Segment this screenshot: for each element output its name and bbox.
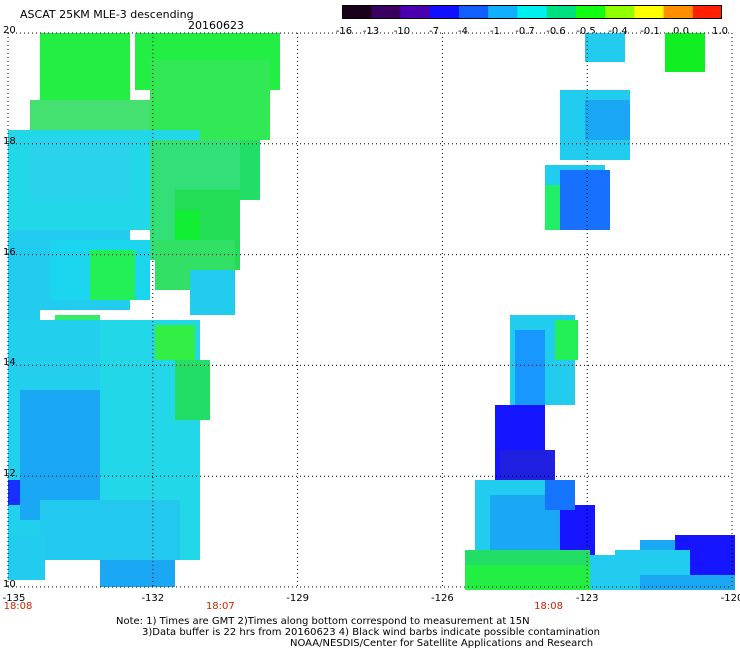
- data-swath-patch: [555, 320, 578, 360]
- data-swath-patch: [30, 140, 130, 200]
- lon-tick-label: -135: [2, 593, 26, 604]
- lon-tick-label: -129: [286, 593, 309, 604]
- color-bar: [342, 5, 722, 19]
- color-bar-segment: [517, 5, 548, 19]
- color-bar-labels: -16 -13 -10 -7 -4 -1 -0.7 -0.6 -0.5 -0.4 -0.1 0.0 1.…: [330, 26, 734, 40]
- lon-tick-label: -132: [141, 593, 165, 604]
- data-swath-patch: [8, 480, 20, 505]
- color-bar-label: -10: [393, 26, 411, 37]
- data-swath-patch: [545, 185, 560, 230]
- data-swath-patch: [665, 33, 705, 72]
- lon-tick-label: -123: [575, 593, 599, 604]
- lat-tick-label: 14: [3, 357, 16, 369]
- color-bar-label: -0.6: [546, 26, 566, 37]
- color-bar-segment: [605, 5, 635, 19]
- color-bar-label: -0.4: [608, 26, 628, 37]
- lon-tick-label: -120: [720, 593, 740, 604]
- data-swath-patch: [190, 270, 235, 315]
- color-bar-label: -7: [429, 26, 439, 37]
- data-swath-patch: [560, 170, 610, 230]
- data-swath-patch: [175, 360, 210, 420]
- color-bar-label: -0.5: [576, 26, 596, 37]
- color-bar-segment: [663, 5, 694, 19]
- lat-tick-label: 10: [3, 579, 16, 590]
- data-swath-patch: [8, 535, 45, 580]
- map-date: 20160623: [188, 19, 244, 32]
- color-bar-segment: [342, 5, 372, 19]
- data-swath-patch: [545, 480, 575, 510]
- data-swath-patch: [90, 250, 135, 300]
- color-bar-label: -13: [362, 26, 380, 37]
- lat-tick-label: 16: [3, 246, 16, 258]
- note-line-2: 3)Data buffer is 22 hrs from 20160623 4)…: [142, 627, 600, 638]
- lat-tick-label: 18: [3, 135, 16, 147]
- note-line-3: NOAA/NESDIS/Center for Satellite Applica…: [290, 638, 594, 649]
- data-swath-patch: [585, 100, 630, 140]
- color-bar-segment: [692, 5, 722, 19]
- color-bar-segment: [429, 5, 460, 19]
- map-title: ASCAT 25KM MLE-3 descending: [20, 8, 194, 21]
- color-bar-segment: [371, 5, 401, 19]
- data-swath-patch: [100, 560, 175, 587]
- data-swath-patch: [40, 500, 180, 560]
- data-swath-patch: [175, 210, 200, 240]
- data-swath-patch: [515, 330, 545, 405]
- color-bar-segment: [488, 5, 518, 19]
- color-bar-segment: [546, 5, 577, 19]
- data-swath-patch: [155, 325, 195, 360]
- time-label: 18:07: [205, 601, 235, 612]
- lat-tick-label: 20: [3, 25, 16, 36]
- time-label: 18:08: [534, 601, 563, 612]
- lon-tick-label: -126: [431, 593, 454, 604]
- color-bar-label: 1.0: [712, 26, 728, 37]
- data-swath-patch: [585, 33, 625, 62]
- lat-tick-label: 12: [3, 468, 16, 480]
- note-line-1: Note: 1) Times are GMT 2)Times along bot…: [116, 616, 530, 627]
- data-swath-patch: [615, 550, 690, 575]
- color-bar-segment: [458, 5, 489, 19]
- time-label: 18:08: [3, 601, 33, 612]
- data-swath-patch: [150, 60, 270, 140]
- color-bar-segment: [575, 5, 606, 19]
- color-bar-label: -4: [458, 26, 468, 37]
- color-bar-label: -16: [335, 26, 353, 37]
- color-bar-label: -0.7: [515, 26, 535, 37]
- color-bar-label: -1: [490, 26, 500, 37]
- color-bar-label: 0.0: [673, 26, 689, 37]
- data-swath-patch: [465, 565, 600, 590]
- color-bar-segment: [400, 5, 431, 19]
- color-bar-segment: [634, 5, 665, 19]
- color-bar-label: -0.1: [640, 26, 660, 37]
